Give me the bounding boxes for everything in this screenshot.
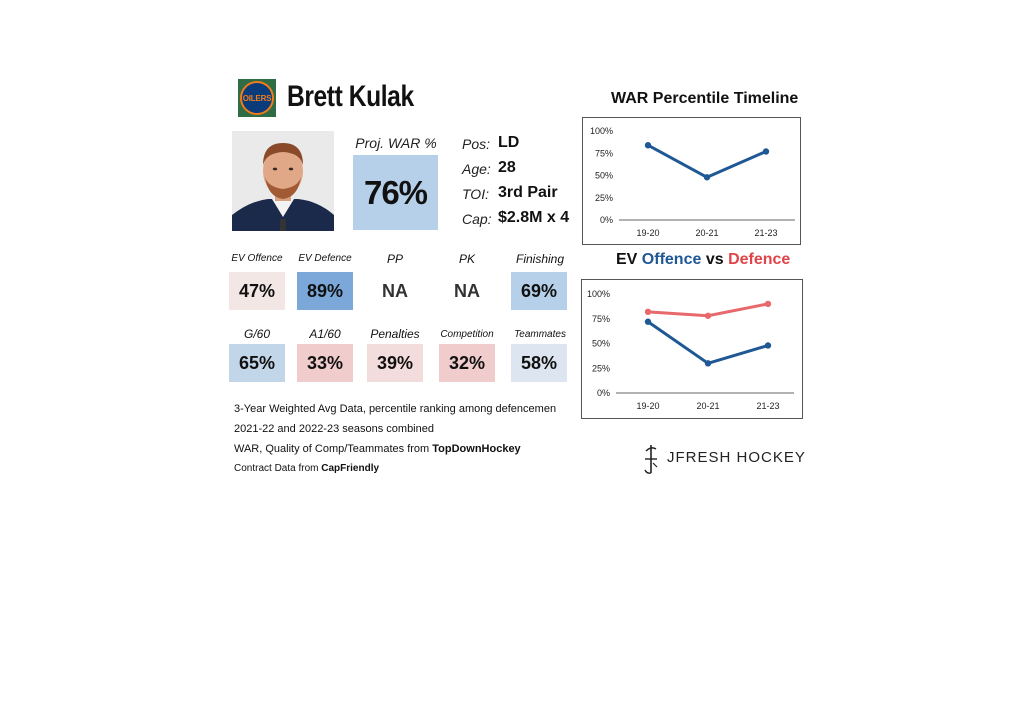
chart-title-ev: EV Offence vs Defence xyxy=(616,251,790,269)
war-timeline-chart: 0% 25% 50% 75% 100% 19-20 20-21 21-23 xyxy=(582,117,801,245)
data-point-defence xyxy=(764,300,772,308)
info-value-pos: LD xyxy=(498,134,520,151)
info-value-age: 28 xyxy=(498,159,516,176)
proj-war-label: Proj. WAR % xyxy=(355,135,437,151)
player-photo xyxy=(232,131,334,231)
info-key-cap: Cap: xyxy=(462,211,492,227)
stat-box-g60: 65% xyxy=(229,344,285,382)
chart-title-vs: vs xyxy=(701,251,729,268)
y-tick-label: 25% xyxy=(595,193,613,203)
y-tick-label: 100% xyxy=(587,289,610,299)
chart-title-defence: Defence xyxy=(728,251,791,268)
oilers-logo-icon: OILERS xyxy=(240,81,274,115)
stat-label-competition: Competition xyxy=(440,329,494,340)
note-contract-source-name: CapFriendly xyxy=(321,463,380,474)
stat-label-ev-offence: EV Offence xyxy=(231,253,283,264)
stat-box-competition: 32% xyxy=(439,344,495,382)
stat-label-pp: PP xyxy=(386,252,403,266)
ev-offence-defence-svg: 0% 25% 50% 75% 100% 19-20 20-21 21-23 xyxy=(587,289,794,411)
ev-offence-defence-chart: 0% 25% 50% 75% 100% 19-20 20-21 21-23 xyxy=(581,279,803,419)
note-contract-source: Contract Data from CapFriendly xyxy=(234,463,379,474)
stat-label-teammates: Teammates xyxy=(514,329,566,340)
stat-box-ev-defence: 89% xyxy=(297,272,353,310)
series-line-offence xyxy=(647,320,769,365)
stat-label-penalties: Penalties xyxy=(370,327,420,341)
jfresh-logo-icon xyxy=(642,443,660,475)
note-weighted-avg: 3-Year Weighted Avg Data, percentile ran… xyxy=(234,403,557,415)
note-war-source-name: TopDownHockey xyxy=(432,443,521,455)
player-portrait-icon xyxy=(232,131,334,231)
data-point-0 xyxy=(762,148,770,155)
y-tick-label: 0% xyxy=(600,215,613,225)
data-point-0 xyxy=(644,142,652,149)
info-key-pos: Pos: xyxy=(462,136,491,152)
stat-value-g60: 65% xyxy=(238,352,276,373)
brand-name: JFRESH HOCKEY xyxy=(667,449,806,466)
note-contract-prefix: Contract Data from xyxy=(234,463,322,474)
x-tick-label: 19-20 xyxy=(636,401,659,411)
stat-value-a160: 33% xyxy=(306,352,344,373)
stat-value-pp: NA xyxy=(382,280,408,301)
info-value-toi: 3rd Pair xyxy=(498,184,558,201)
info-key-age: Age: xyxy=(462,161,491,177)
data-point-offence xyxy=(644,318,652,325)
logo-text: OILERS xyxy=(242,93,272,103)
note-war-source: WAR, Quality of Comp/Teammates from TopD… xyxy=(234,443,521,455)
y-tick-label: 100% xyxy=(590,126,613,136)
proj-war-value: 76% xyxy=(363,173,428,211)
x-tick-label: 20-21 xyxy=(695,228,718,238)
stat-value-pk: NA xyxy=(454,280,480,301)
stat-box-a160: 33% xyxy=(297,344,353,382)
stat-box-pk: NA xyxy=(439,272,495,310)
stat-box-finishing: 69% xyxy=(511,272,567,310)
x-tick-label: 20-21 xyxy=(696,401,719,411)
x-tick-label: 19-20 xyxy=(636,228,659,238)
y-tick-label: 75% xyxy=(592,314,610,324)
stat-value-ev-offence: 47% xyxy=(238,280,276,301)
data-point-0 xyxy=(703,174,711,181)
chart-title-ev-prefix: EV xyxy=(616,251,642,268)
stat-label-pk: PK xyxy=(458,252,475,266)
data-point-defence xyxy=(644,308,652,316)
x-tick-label: 21-23 xyxy=(754,228,777,238)
chart-title-war-timeline: WAR Percentile Timeline xyxy=(611,90,799,107)
stat-label-g60: G/60 xyxy=(243,327,270,341)
data-point-defence xyxy=(704,312,712,319)
data-point-offence xyxy=(764,342,772,349)
stat-label-ev-defence: EV Defence xyxy=(298,253,352,264)
y-tick-label: 0% xyxy=(597,388,610,398)
stat-value-penalties: 39% xyxy=(376,352,414,373)
y-tick-label: 75% xyxy=(595,148,613,158)
stat-value-finishing: 69% xyxy=(520,280,558,301)
stat-value-teammates: 58% xyxy=(520,352,558,373)
y-tick-label: 50% xyxy=(592,339,610,349)
stat-box-teammates: 58% xyxy=(511,344,567,382)
stat-box-ev-offence: 47% xyxy=(229,272,285,310)
chart-title-offence: Offence xyxy=(641,251,702,268)
info-value-cap: $2.8M x 4 xyxy=(498,209,570,226)
proj-war-box: 76% xyxy=(353,155,438,230)
note-war-prefix: WAR, Quality of Comp/Teammates from xyxy=(234,443,433,455)
stat-value-ev-defence: 89% xyxy=(306,280,344,301)
stat-value-competition: 32% xyxy=(448,352,486,373)
war-timeline-svg: 0% 25% 50% 75% 100% 19-20 20-21 21-23 xyxy=(590,126,795,238)
stat-label-finishing: Finishing xyxy=(515,252,565,266)
y-tick-label: 50% xyxy=(595,171,613,181)
series-line-0 xyxy=(647,143,767,179)
stat-box-penalties: 39% xyxy=(367,344,423,382)
stat-label-a160: A1/60 xyxy=(309,327,341,341)
stat-box-pp: NA xyxy=(367,272,423,310)
x-tick-label: 21-23 xyxy=(756,401,779,411)
info-key-toi: TOI: xyxy=(462,186,489,202)
note-seasons: 2021-22 and 2022-23 seasons combined xyxy=(234,423,434,435)
data-point-offence xyxy=(704,360,712,367)
y-tick-label: 25% xyxy=(592,363,610,373)
team-logo: OILERS xyxy=(238,79,276,117)
player-name: Brett Kulak xyxy=(287,80,414,113)
